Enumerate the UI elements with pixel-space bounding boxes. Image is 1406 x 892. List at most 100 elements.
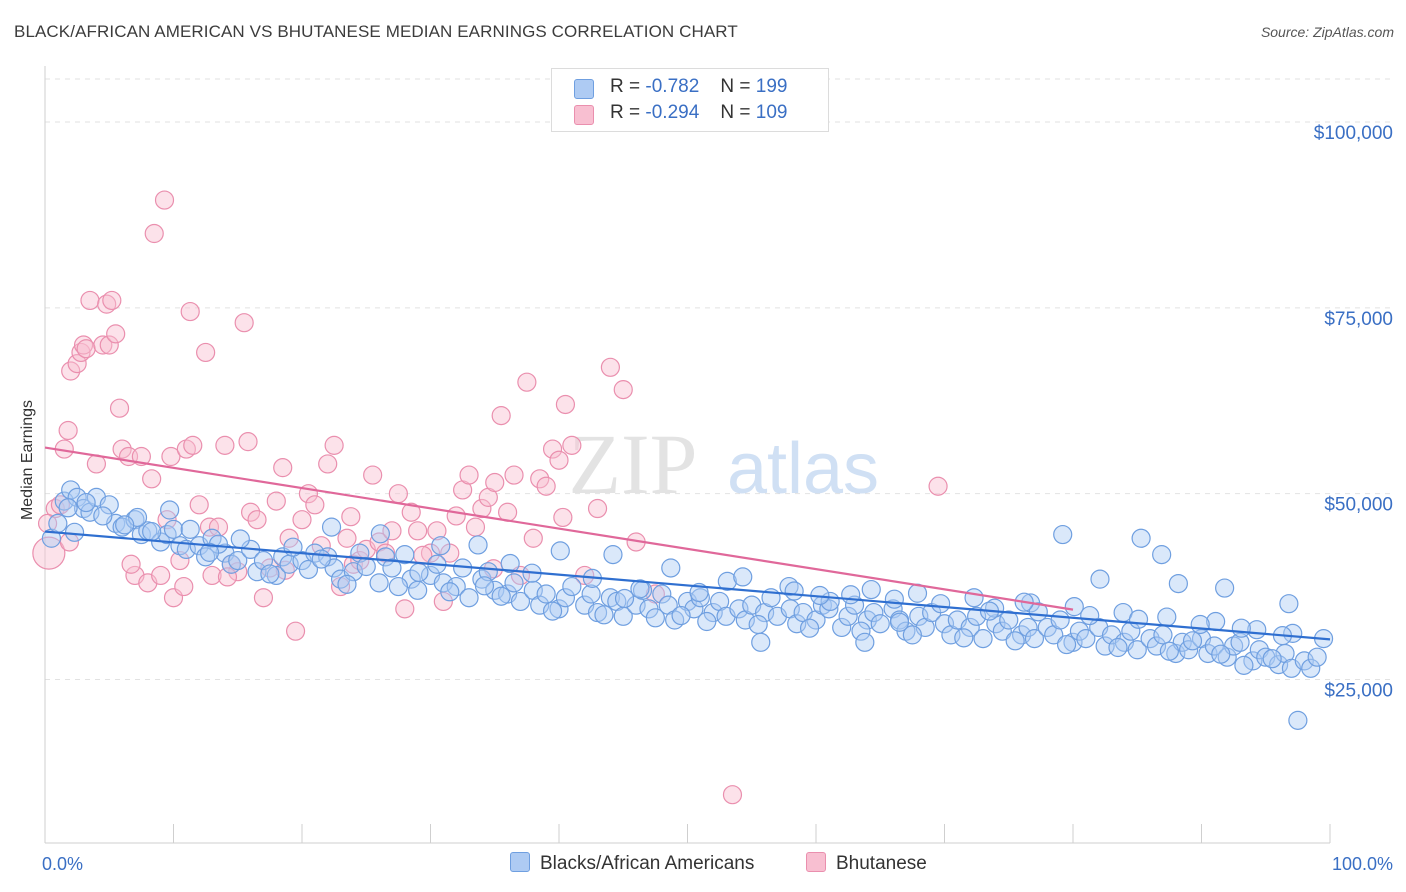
- data-point: [48, 513, 68, 533]
- data-point: [144, 223, 164, 244]
- data-point: [733, 567, 753, 587]
- legend-r-label: R =: [610, 102, 641, 123]
- data-point: [1157, 607, 1177, 627]
- data-point: [838, 606, 858, 626]
- data-point: [180, 301, 200, 322]
- data-point: [58, 420, 78, 441]
- chart-title: BLACK/AFRICAN AMERICAN VS BHUTANESE MEDI…: [14, 22, 738, 41]
- legend-n-value-bhutanese: 109: [755, 102, 788, 123]
- data-point: [99, 335, 119, 355]
- legend-swatch-blacks: [574, 79, 594, 99]
- data-point: [1018, 617, 1038, 638]
- data-point: [157, 524, 177, 545]
- data-point: [154, 190, 175, 210]
- data-point: [562, 576, 582, 597]
- y-tick-labels: $25,000 $50,000 $75,000 $100,000: [1314, 123, 1393, 701]
- data-point: [97, 294, 117, 314]
- data-point: [689, 582, 709, 603]
- data-point: [1128, 609, 1149, 629]
- data-point: [369, 573, 389, 593]
- data-point: [363, 465, 383, 485]
- data-point: [356, 556, 376, 577]
- bottom-legend-blacks: Blacks/African Americans: [510, 852, 754, 875]
- data-point: [553, 507, 573, 528]
- data-point: [1159, 641, 1179, 661]
- y-tick-label: $50,000: [1324, 495, 1393, 516]
- data-point: [102, 290, 122, 311]
- data-point: [931, 594, 951, 614]
- data-point: [459, 465, 479, 485]
- data-point: [954, 628, 974, 648]
- data-point: [176, 539, 196, 560]
- data-point: [409, 562, 429, 583]
- data-point: [870, 614, 890, 634]
- data-point: [555, 588, 576, 608]
- data-point: [999, 610, 1019, 630]
- data-point: [1215, 578, 1235, 598]
- data-point: [292, 510, 312, 530]
- data-point: [555, 394, 576, 415]
- data-point: [230, 529, 250, 549]
- data-point: [311, 549, 331, 569]
- data-point: [1053, 524, 1073, 545]
- data-point: [491, 406, 511, 426]
- data-point: [468, 535, 488, 555]
- data-point: [266, 491, 286, 511]
- data-point: [446, 576, 466, 597]
- axes: [44, 66, 1331, 844]
- data-point: [1056, 634, 1077, 655]
- data-point: [799, 618, 820, 638]
- legend-r-value-bhutanese: -0.294: [645, 102, 700, 123]
- data-point: [99, 495, 119, 515]
- data-point: [986, 614, 1006, 634]
- data-point: [530, 469, 550, 489]
- data-point: [909, 606, 929, 626]
- data-point: [542, 601, 563, 621]
- data-point: [260, 564, 280, 584]
- data-point: [992, 621, 1012, 641]
- data-point: [431, 536, 451, 556]
- data-point: [549, 450, 569, 470]
- data-point: [420, 543, 441, 563]
- data-point: [253, 588, 274, 608]
- watermark: ZIP atlas: [569, 416, 880, 512]
- watermark-atlas: atlas: [727, 429, 879, 509]
- data-point: [228, 562, 248, 582]
- x-tick-label-end: 100.0%: [1332, 854, 1393, 874]
- y-tick-label: $100,000: [1314, 123, 1393, 144]
- data-point: [1294, 651, 1314, 671]
- data-point: [160, 500, 180, 520]
- data-point: [93, 335, 113, 355]
- data-point: [784, 581, 804, 601]
- data-point: [855, 632, 875, 652]
- data-point: [491, 586, 511, 606]
- data-point: [697, 611, 717, 632]
- data-point: [151, 565, 171, 586]
- data-point: [1080, 605, 1100, 626]
- data-point: [1230, 632, 1250, 652]
- data-point: [305, 495, 325, 515]
- data-point: [661, 558, 681, 578]
- data-point: [408, 580, 428, 600]
- data-point: [861, 579, 881, 600]
- data-point: [1279, 594, 1299, 614]
- data-point: [478, 562, 498, 582]
- trend-lines: [44, 446, 1331, 641]
- legend-n-label: N =: [720, 76, 751, 97]
- series-blacks-points: [41, 480, 1334, 730]
- data-point: [600, 357, 621, 377]
- data-point: [1234, 655, 1254, 675]
- data-point: [902, 625, 922, 645]
- data-point: [1231, 618, 1251, 638]
- data-point: [174, 576, 194, 597]
- data-point: [536, 476, 556, 496]
- legend-n-value-blacks: 199: [755, 76, 788, 97]
- data-point: [142, 469, 162, 489]
- data-point: [121, 554, 141, 574]
- data-point: [1090, 569, 1110, 589]
- data-point: [1168, 573, 1188, 594]
- data-point: [542, 439, 563, 459]
- data-point: [228, 550, 248, 571]
- data-point: [318, 454, 338, 474]
